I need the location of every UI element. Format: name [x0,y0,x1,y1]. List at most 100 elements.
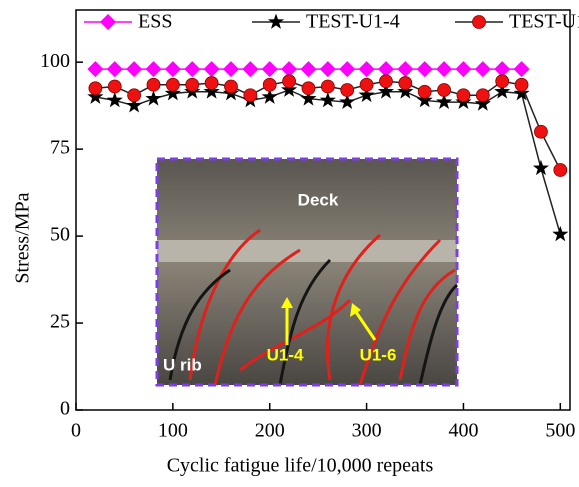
marker [203,83,220,99]
marker [359,77,374,92]
marker [87,88,104,104]
marker [203,61,220,78]
marker [87,61,104,78]
marker [552,225,569,242]
annotation: U rib [163,355,202,374]
inset-border [155,157,459,387]
marker [185,77,200,92]
marker [164,84,181,101]
marker [261,61,278,78]
marker [417,84,432,99]
marker [242,61,259,78]
marker [436,61,453,78]
marker [398,76,413,90]
marker [397,83,414,99]
marker [339,61,356,78]
marker [397,61,414,78]
legend-label: ESS [138,11,172,33]
arrow [354,311,377,341]
marker [358,61,375,78]
marker [319,91,336,108]
marker [513,61,530,78]
marker [126,61,143,78]
marker [474,61,491,78]
marker [475,88,490,103]
y-axis-label: Stress/MPa [12,192,34,283]
marker [494,61,511,78]
x-tick-label: 0 [71,420,81,442]
marker [377,83,395,99]
arrow-head [350,303,361,317]
marker [243,88,258,103]
arrow-head [281,297,293,308]
y-tick-label: 75 [50,137,70,159]
x-tick-label: 300 [352,420,382,442]
marker [377,61,394,78]
marker [300,90,317,106]
marker [301,81,316,96]
y-tick-label: 100 [40,50,70,72]
legend-marker [267,13,285,29]
marker [553,163,568,177]
marker [339,93,356,110]
marker [358,86,375,103]
marker [474,95,491,111]
marker [340,83,355,97]
marker [514,77,529,92]
marker [495,74,510,89]
legend-marker [472,15,486,29]
y-tick-label: 25 [50,311,70,333]
marker [319,61,336,78]
marker [320,79,335,94]
marker [513,84,530,101]
legend-item: ESS [84,11,172,33]
annotation: U1-4 [267,345,304,364]
marker [126,97,143,113]
x-tick-label: 400 [448,420,478,442]
legend-label: TEST-U1-4 [306,11,400,33]
y-tick-label: 0 [60,398,70,420]
y-tick-label: 50 [50,224,70,246]
inset-photo: Deck U rib U1-4 U1-6 [155,157,459,387]
marker [222,61,239,78]
marker [456,88,471,103]
marker [127,88,142,103]
marker [204,76,219,90]
x-axis-label: Cyclic fatigue life/10,000 repeats [167,455,434,477]
marker [146,77,161,92]
marker [534,124,548,139]
x-tick-label: 200 [255,420,285,442]
marker [165,77,180,92]
marker [262,77,277,92]
marker [164,61,181,78]
marker [416,91,433,108]
marker [106,61,123,78]
x-tick-label: 500 [545,420,575,442]
marker [261,88,278,104]
photo-wires [168,258,459,386]
photo-wires [188,228,456,386]
marker [145,90,162,106]
marker [300,61,317,78]
marker [281,61,298,78]
annotation: U1-6 [360,345,397,364]
marker [494,83,511,99]
marker [437,83,451,97]
legend-label: TEST-U1-6 [509,11,579,33]
photo-weld [157,240,457,262]
marker [379,74,393,89]
legend-marker [100,14,116,30]
marker [88,81,103,96]
marker [281,81,298,97]
plot-frame [75,9,571,411]
marker [145,61,162,78]
marker [282,74,296,89]
marker [416,61,433,78]
marker [184,61,201,78]
marker [106,91,123,108]
marker [224,79,238,94]
marker [455,61,472,78]
annotation: Deck [298,190,339,209]
